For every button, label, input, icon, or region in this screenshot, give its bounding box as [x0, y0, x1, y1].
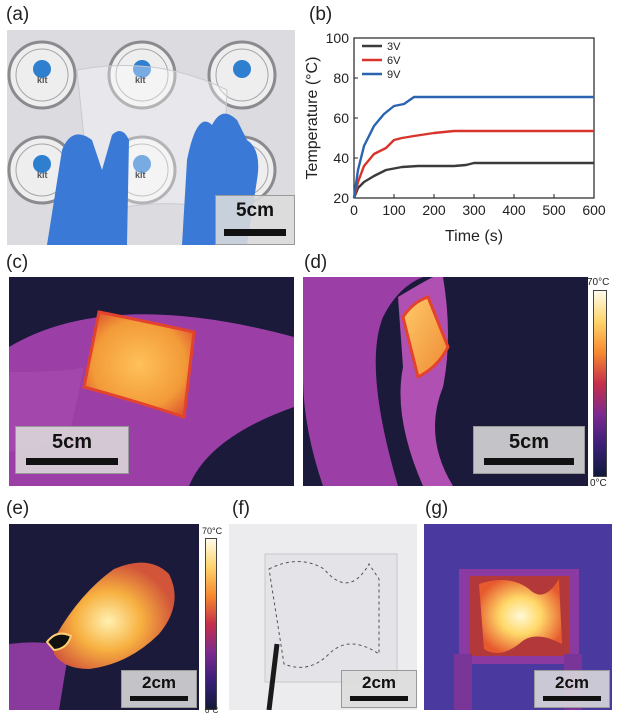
x-tick-label: 600	[582, 202, 606, 218]
logo-text-4: kit	[135, 170, 146, 180]
series-line-9V	[352, 95, 594, 199]
logo-text-3: kit	[37, 170, 48, 180]
photo-panel-f: 2cm	[229, 524, 417, 710]
scale-label-e: 2cm	[141, 673, 177, 692]
scale-bar-e: 2cm	[121, 670, 197, 708]
panel-label-b: (b)	[309, 4, 333, 25]
colorbar-e	[205, 538, 217, 710]
scale-bar-f: 2cm	[341, 670, 417, 708]
temperature-chart: 0 100 200 300 400 500 600 20 40 60 80 100 3V 6V 9V Te…	[304, 30, 606, 245]
scale-bar-g: 2cm	[534, 670, 610, 708]
scale-label-c: 5cm	[51, 431, 93, 453]
series-line-6V	[352, 129, 594, 199]
legend-label-3V: 3V	[387, 41, 401, 53]
y-tick-label: 40	[333, 150, 349, 166]
thermal-panel-c: 5cm	[9, 277, 294, 486]
colorbar-d-max: 70°C	[587, 277, 610, 288]
scale-line-e	[130, 696, 188, 701]
series-line-3V	[352, 161, 594, 199]
scale-label-d: 5cm	[508, 431, 550, 453]
photo-f-illustration	[229, 524, 417, 710]
colorbar-d	[593, 290, 607, 477]
scale-label-a: 5cm	[235, 200, 275, 221]
y-tick-label: 100	[326, 30, 350, 46]
y-axis-label: Temperature (°C)	[304, 57, 321, 180]
colorbar-d-min: 0°C	[590, 478, 607, 489]
scale-line-g	[543, 696, 601, 701]
x-tick-label: 500	[542, 202, 566, 218]
x-axis-label: Time (s)	[445, 228, 503, 245]
scale-bar-a: 5cm	[215, 195, 295, 245]
photo-panel-a: kit kit kit kit 5cm	[7, 30, 295, 245]
x-tick-label: 0	[350, 202, 358, 218]
scale-line-a	[224, 229, 286, 236]
scale-label-g: 2cm	[554, 673, 590, 692]
panel-label-a: (a)	[6, 4, 30, 25]
scale-label-f: 2cm	[361, 673, 397, 692]
y-tick-label: 60	[333, 110, 349, 126]
colorbar-e-min: 0°C	[205, 706, 219, 715]
logo-text-2: kit	[135, 75, 146, 85]
logo-text-1: kit	[37, 75, 48, 85]
scale-line-d	[484, 458, 574, 465]
panel-label-g: (g)	[425, 498, 449, 519]
colorbar-e-max: 70°C	[202, 526, 223, 536]
x-tick-label: 200	[422, 202, 446, 218]
panel-label-c: (c)	[6, 252, 29, 273]
scale-line-f	[350, 696, 408, 701]
x-tick-label: 100	[382, 202, 406, 218]
x-tick-label: 400	[502, 202, 526, 218]
thermal-panel-g: 2cm	[424, 524, 612, 710]
scale-bar-c: 5cm	[15, 426, 129, 474]
panel-label-f: (f)	[232, 498, 250, 519]
panel-label-d: (d)	[304, 252, 328, 273]
legend-label-9V: 9V	[387, 69, 401, 81]
legend-label-6V: 6V	[387, 55, 401, 67]
thermal-panel-d: 5cm	[303, 277, 588, 486]
scale-line-c	[26, 458, 118, 465]
y-tick-label: 20	[333, 190, 349, 206]
y-tick-label: 80	[333, 70, 349, 86]
thermal-panel-e: 2cm	[9, 524, 199, 710]
x-tick-label: 300	[462, 202, 486, 218]
panel-label-e: (e)	[6, 498, 30, 519]
scale-bar-d: 5cm	[473, 426, 585, 474]
